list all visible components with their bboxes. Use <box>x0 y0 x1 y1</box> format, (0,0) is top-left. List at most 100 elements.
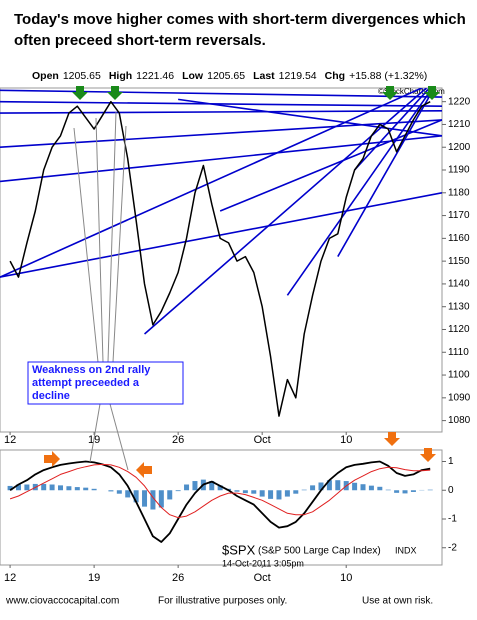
histogram-bar <box>41 483 47 491</box>
histogram-bar <box>15 484 21 491</box>
histogram-bar <box>184 484 190 491</box>
histogram-bar <box>360 484 366 491</box>
y-tick-label: 1090 <box>448 392 471 403</box>
x-tick-label: 19 <box>88 572 100 584</box>
y-tick-label: 1130 <box>448 301 470 312</box>
panel: 10-1-212 19 26 Oct 10 <box>4 456 457 584</box>
trendline <box>144 88 428 335</box>
histogram-bar <box>410 490 416 492</box>
histogram-bar <box>217 485 223 491</box>
pointer-lines <box>73 111 129 471</box>
x-tick-label: 12 <box>4 434 16 446</box>
histogram-bar <box>402 490 408 494</box>
y-tick-label: 1210 <box>448 119 471 130</box>
x-tick-label: 10 <box>340 434 352 446</box>
y-tick-label: 1080 <box>448 415 471 426</box>
signal-line <box>9 463 431 519</box>
histogram-bar <box>175 490 181 492</box>
y-tick-label: 1220 <box>448 96 471 107</box>
y-tick-label: 1190 <box>448 165 470 176</box>
histogram-bar <box>377 486 383 491</box>
y-tick-label: 1120 <box>448 324 470 335</box>
quote: Open 1205.65 High 1221.46 Low 1205.65 Last 1219… <box>32 70 427 82</box>
histogram-bar <box>49 484 55 491</box>
histogram-bar <box>125 490 131 498</box>
trendline <box>286 88 434 296</box>
x-tick-label: Oct <box>254 572 271 584</box>
histogram-bar <box>133 490 139 503</box>
histogram-bar <box>394 490 400 493</box>
y-tick-label: 1180 <box>448 187 470 198</box>
y-tick-label: 1170 <box>448 210 470 221</box>
footer: Use at own risk. <box>362 596 433 607</box>
histogram-bar <box>427 489 433 491</box>
annotation: Weakness on 2nd rally <box>32 364 151 376</box>
macd-frame <box>0 449 443 566</box>
quote-value: 1205.65 <box>207 70 245 82</box>
histogram-bar <box>91 488 97 491</box>
footer: www.ciovaccocapital.com <box>5 596 119 607</box>
green-arrows <box>72 86 440 100</box>
histogram-bar <box>234 490 240 492</box>
histogram-bar <box>167 490 173 500</box>
histogram-bar <box>209 481 215 491</box>
histogram-bar <box>66 486 72 491</box>
y-tick-label: 1100 <box>448 370 470 381</box>
histogram-bar <box>74 487 80 491</box>
exchange: INDX <box>395 545 417 555</box>
histogram-bar <box>158 490 164 508</box>
histogram-bar <box>83 487 89 491</box>
y-tick-label: 1150 <box>448 256 470 267</box>
trendline <box>0 88 424 278</box>
watermark: ©StockCharts.com <box>378 87 445 96</box>
histogram-bar <box>293 490 299 494</box>
plot-area <box>7 460 433 543</box>
y-tick-label: 1140 <box>448 279 470 290</box>
x-tick-label: 26 <box>172 434 184 446</box>
trendline <box>0 119 442 149</box>
macd-line <box>9 460 431 543</box>
y-tick-label: -1 <box>448 514 457 525</box>
annotation-box <box>27 361 184 405</box>
panel: 1080 1090 1100 1110 1120 1130 1140 1150 1160 1170… <box>0 88 471 446</box>
histogram-bar <box>58 485 64 491</box>
plot-area <box>0 88 442 417</box>
trendline <box>0 109 442 114</box>
symbol: $SPX <box>222 542 256 557</box>
histogram-bar <box>116 490 122 494</box>
x-tick-label: Oct <box>254 434 271 446</box>
chart-title: Today's move higher comes with short-ter… <box>14 11 466 28</box>
y-tick-label: 1200 <box>448 142 471 153</box>
histogram-bar <box>142 490 148 507</box>
histogram-bar <box>326 480 332 491</box>
histogram-bar <box>310 485 316 491</box>
quote-value: 1219.54 <box>279 70 317 82</box>
trendline <box>0 100 442 108</box>
histogram-bar <box>385 489 391 491</box>
histogram-bar <box>7 485 13 491</box>
plot: 1080109011001110112011301140115011601170… <box>0 88 471 584</box>
x-tick-label: 10 <box>340 572 352 584</box>
histogram-bar <box>108 490 114 492</box>
y-tick-label: -2 <box>448 542 457 553</box>
histogram-bar <box>284 490 290 497</box>
quote-label: Chg <box>325 70 345 82</box>
annotation: attempt preceeded a <box>32 377 140 389</box>
histogram-bar <box>335 480 341 491</box>
y-tick-label: 0 <box>448 485 454 496</box>
histogram-bar <box>301 489 307 491</box>
histogram-bar <box>24 484 30 491</box>
histogram-bar <box>276 490 282 500</box>
quote-label: Last <box>253 70 275 82</box>
histogram-bar <box>150 490 156 510</box>
x-tick-label: 12 <box>4 572 16 584</box>
quote-label: Low <box>182 70 204 82</box>
quote-value: +15.88 (+1.32%) <box>349 70 427 82</box>
quote-value: 1205.65 <box>63 70 101 82</box>
quote-label: High <box>109 70 132 82</box>
histogram-bar <box>251 490 257 494</box>
price-frame <box>0 87 443 433</box>
histogram-bar <box>259 490 265 497</box>
histogram-bar <box>368 485 374 491</box>
